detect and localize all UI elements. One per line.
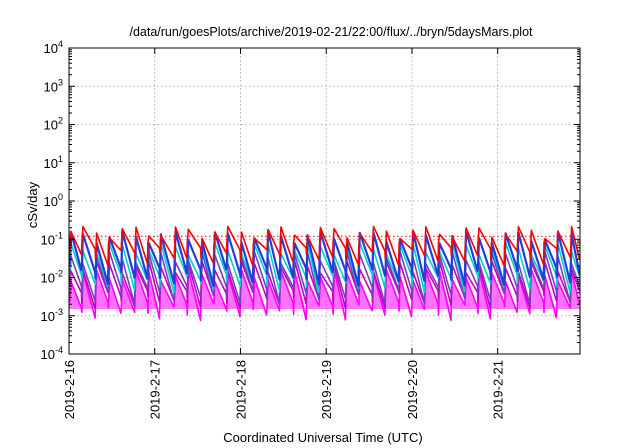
x-tick-label: 2019-2-18 <box>233 360 248 419</box>
x-tick-label: 2019-2-19 <box>319 360 334 419</box>
series-line <box>69 225 581 267</box>
y-tick-label: 100 <box>44 192 63 209</box>
x-axis-label: Coordinated Universal Time (UTC) <box>223 430 422 445</box>
plot-frame <box>68 47 581 355</box>
x-tick-label: 2019-2-17 <box>148 360 163 419</box>
low-band-fill <box>69 269 580 312</box>
x-tick-label: 2019-2-21 <box>491 360 506 419</box>
series-layer <box>68 225 581 322</box>
y-axis-label: cSv/day <box>25 181 40 228</box>
y-tick-label: 10-4 <box>41 345 63 362</box>
y-tick-label: 10-2 <box>41 269 63 286</box>
y-tick-label: 102 <box>44 116 63 133</box>
y-tick-label: 104 <box>44 39 63 56</box>
y-tick-label: 101 <box>44 154 63 171</box>
grid-layer <box>69 48 580 354</box>
y-tick-label: 10-3 <box>41 307 63 324</box>
chart-title: /data/run/goesPlots/archive/2019-02-21/2… <box>129 25 533 39</box>
y-tick-label: 103 <box>44 77 63 94</box>
x-tick-label: 2019-2-20 <box>405 360 420 419</box>
y-tick-label: 10-1 <box>41 230 63 247</box>
axes-layer: 10-4 10-3 10-2 10-1 100 101 102 103 104 2019-2-16… <box>41 39 581 419</box>
x-tick-label: 2019-2-16 <box>62 360 77 419</box>
